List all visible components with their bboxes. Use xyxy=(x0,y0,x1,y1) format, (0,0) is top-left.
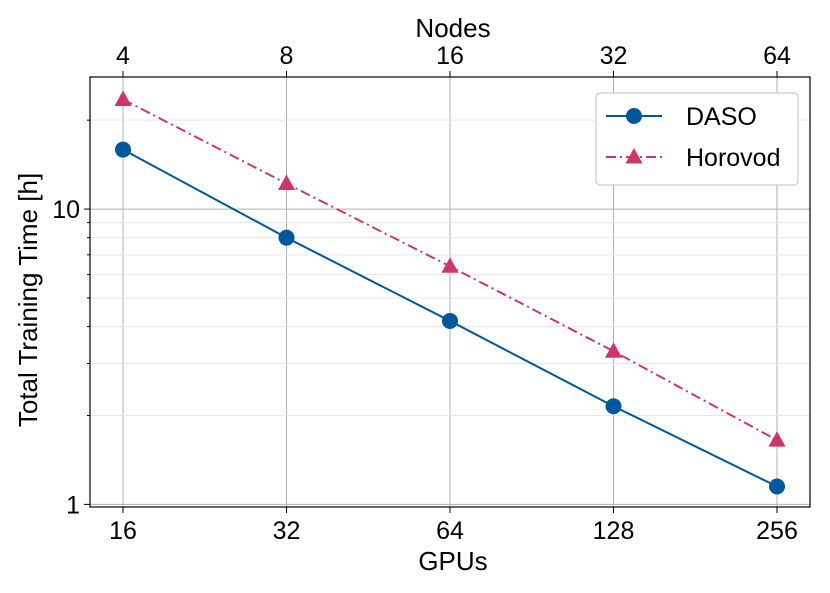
y-tick-label: 1 xyxy=(66,491,80,519)
y-tick-label: 10 xyxy=(52,196,80,224)
grid xyxy=(90,77,810,507)
legend-marker xyxy=(626,108,642,124)
data-point xyxy=(277,174,296,191)
data-point xyxy=(114,90,132,106)
data-point xyxy=(441,257,459,273)
data-point xyxy=(115,141,131,158)
series-layer xyxy=(114,90,786,495)
x-tick-label: 256 xyxy=(756,517,798,545)
series-horovod xyxy=(114,90,786,447)
data-point xyxy=(604,342,623,358)
legend-marker xyxy=(625,148,643,164)
legend-label: Horovod xyxy=(686,144,781,172)
x-tick-label: 64 xyxy=(436,517,464,545)
x2-tick-label: 32 xyxy=(600,42,628,70)
x-tick-label: 32 xyxy=(273,517,301,545)
ticks-layer: 16 4 32 8 64 16 128 32 256 64 1 10 xyxy=(52,42,798,545)
x-axis-title: GPUs xyxy=(418,546,487,576)
data-point xyxy=(769,478,785,495)
x2-axis-title: Nodes xyxy=(415,13,490,43)
legend-label: DASO xyxy=(686,103,757,131)
data-point xyxy=(605,398,622,415)
data-point xyxy=(768,431,786,447)
x-tick-label: 128 xyxy=(593,517,635,545)
y-axis-title: Total Training Time [h] xyxy=(13,173,43,427)
x2-tick-label: 16 xyxy=(436,42,464,70)
x2-tick-label: 8 xyxy=(280,42,294,70)
x2-tick-label: 4 xyxy=(116,42,130,70)
x2-tick-label: 64 xyxy=(763,42,791,70)
series-daso xyxy=(115,141,785,495)
x-tick-label: 16 xyxy=(109,517,137,545)
data-point xyxy=(442,312,458,329)
data-point xyxy=(278,229,295,246)
legend: DASO Horovod xyxy=(595,92,799,186)
